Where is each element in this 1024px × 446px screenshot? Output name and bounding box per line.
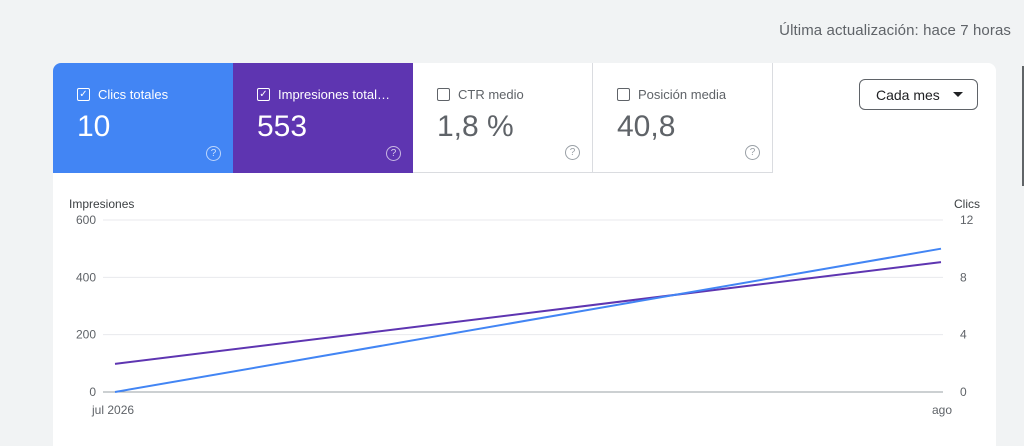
help-circle-icon[interactable]: ? (565, 145, 580, 160)
metric-value-clicks: 10 (77, 110, 111, 143)
y-tick-left: 0 (89, 385, 96, 399)
metric-value-ctr: 1,8 % (437, 110, 514, 143)
performance-chart: Impresiones Clics 0 0 200 4 400 8 600 12 jul 202… (69, 197, 980, 417)
checkbox-check-icon[interactable]: ✓ (77, 88, 90, 101)
checkbox-unchecked-icon[interactable] (617, 88, 630, 101)
y-tick-left: 400 (76, 270, 96, 284)
y-tick-right: 0 (960, 385, 967, 399)
series-line-clics (114, 247, 942, 393)
metric-card-position[interactable]: Posición media 40,8 ? (593, 63, 773, 173)
metric-label-position: Posición media (638, 87, 727, 102)
metric-label-clicks: Clics totales (98, 87, 169, 102)
y-axis-label-right: Clics (954, 197, 980, 211)
caret-down-icon (953, 92, 963, 97)
y-tick-right: 12 (960, 213, 974, 227)
metric-card-clicks[interactable]: ✓ Clics totales 10 ? (53, 63, 233, 173)
y-tick-right: 4 (960, 328, 967, 342)
x-tick-label: ago (932, 403, 952, 417)
help-circle-icon[interactable]: ? (206, 146, 221, 161)
checkbox-check-icon[interactable]: ✓ (257, 88, 270, 101)
scrollbar[interactable] (1022, 66, 1024, 186)
y-tick-left: 600 (76, 213, 96, 227)
period-select-button[interactable]: Cada mes (859, 79, 978, 110)
metric-card-impressions[interactable]: ✓ Impresiones totales 553 ? (233, 63, 413, 173)
help-circle-icon[interactable]: ? (386, 146, 401, 161)
metric-value-position: 40,8 (617, 110, 676, 143)
performance-card: ✓ Clics totales 10 ? ✓ Impresiones total… (53, 63, 996, 446)
metric-card-ctr[interactable]: CTR medio 1,8 % ? (413, 63, 593, 173)
x-tick-label: jul 2026 (91, 403, 134, 417)
series-line-impresiones (114, 261, 942, 365)
last-update-text: Última actualización: hace 7 horas (779, 22, 1011, 39)
period-label: Cada mes (876, 86, 940, 103)
checkbox-unchecked-icon[interactable] (437, 88, 450, 101)
metric-value-impressions: 553 (257, 110, 308, 143)
y-tick-left: 200 (76, 328, 96, 342)
help-circle-icon[interactable]: ? (745, 145, 760, 160)
metric-label-impressions: Impresiones totales (278, 87, 390, 102)
y-tick-right: 8 (960, 270, 967, 284)
y-axis-label-left: Impresiones (69, 197, 134, 211)
metric-label-ctr: CTR medio (458, 87, 524, 102)
